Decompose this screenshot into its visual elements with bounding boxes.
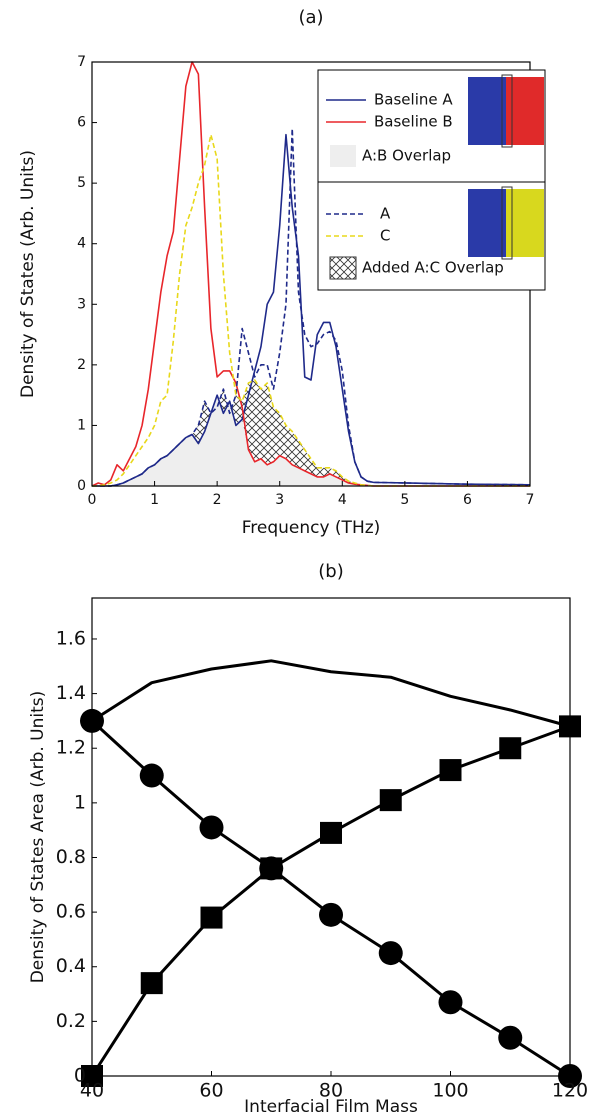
legend-label: Baseline A [374, 91, 453, 109]
series-line [92, 133, 530, 487]
y-tick-label: 0.4 [56, 955, 86, 977]
series-line [92, 127, 531, 487]
y-tick-label: 0.6 [56, 901, 86, 923]
y-tick-label: 0 [74, 1065, 86, 1087]
marker [140, 972, 163, 995]
legend-swatch [329, 256, 357, 280]
x-tick-label: 4 [338, 492, 347, 508]
legend: Baseline A Baseline B AC A:B Overlap Added A… [317, 69, 546, 291]
series-line [90, 724, 571, 1077]
marker [379, 789, 402, 812]
x-tick-label: 5 [400, 492, 409, 508]
x-tick-label: 60 [199, 1080, 223, 1102]
marker [320, 821, 342, 844]
y-tick-label: 1 [77, 417, 86, 433]
y-axis-label: Density of States (Arb. Units) [18, 150, 38, 398]
marker [378, 941, 403, 966]
x-tick-label: 1 [150, 492, 159, 508]
marker [200, 906, 223, 929]
y-tick-label: 1.6 [56, 627, 86, 649]
marker [139, 763, 164, 788]
legend-label: Baseline B [374, 113, 453, 131]
y-tick-label: 4 [77, 236, 86, 252]
y-tick-label: 0.2 [56, 1010, 86, 1032]
inset-left [468, 189, 506, 257]
y-tick-label: 1 [74, 791, 86, 813]
x-tick-label: 120 [552, 1080, 588, 1102]
y-axis-label: Density of States Area (Arb. Units) [28, 691, 48, 984]
x-axis-label: Frequency (THz) [242, 518, 381, 538]
marker [439, 759, 462, 782]
y-tick-label: 5 [77, 175, 86, 191]
legend-label: Added A:C Overlap [362, 259, 504, 277]
x-axis-label: Interfacial Film Mass [244, 1097, 418, 1116]
y-tick-label: 7 [77, 54, 86, 70]
marker [199, 815, 224, 840]
y-tick-label: 6 [77, 115, 86, 131]
x-tick-label: 3 [275, 492, 284, 508]
legend-label: A [380, 205, 391, 223]
y-tick-label: 2 [77, 357, 86, 373]
x-tick-label: 80 [319, 1080, 343, 1102]
inset-marker [501, 74, 513, 148]
chart-title: (a) [298, 7, 323, 28]
marker [499, 737, 522, 760]
y-tick-label: 3 [77, 296, 86, 312]
x-tick-label: 6 [463, 492, 472, 508]
chart-title: (b) [318, 561, 343, 582]
overlap-area [92, 395, 530, 486]
series-line [91, 61, 530, 487]
y-tick-label: 1.2 [56, 737, 86, 759]
x-tick-label: 40 [80, 1080, 104, 1102]
marker [438, 990, 463, 1015]
y-tick-label: 0 [77, 478, 86, 494]
y-tick-label: 1.4 [56, 682, 86, 704]
inset-marker [501, 186, 513, 260]
y-tick-label: 0.8 [56, 846, 86, 868]
marker [319, 902, 343, 927]
legend-swatch [330, 145, 356, 167]
series-line [90, 719, 571, 1078]
inset-left [468, 77, 506, 145]
series-line [91, 659, 571, 728]
marker [498, 1025, 523, 1050]
marker [260, 857, 283, 880]
legend-label: C [380, 227, 390, 245]
x-tick-label: 100 [432, 1080, 468, 1102]
x-tick-label: 2 [213, 492, 222, 508]
legend-label: A:B Overlap [362, 147, 451, 165]
x-tick-label: 0 [88, 492, 97, 508]
x-tick-label: 7 [526, 492, 535, 508]
